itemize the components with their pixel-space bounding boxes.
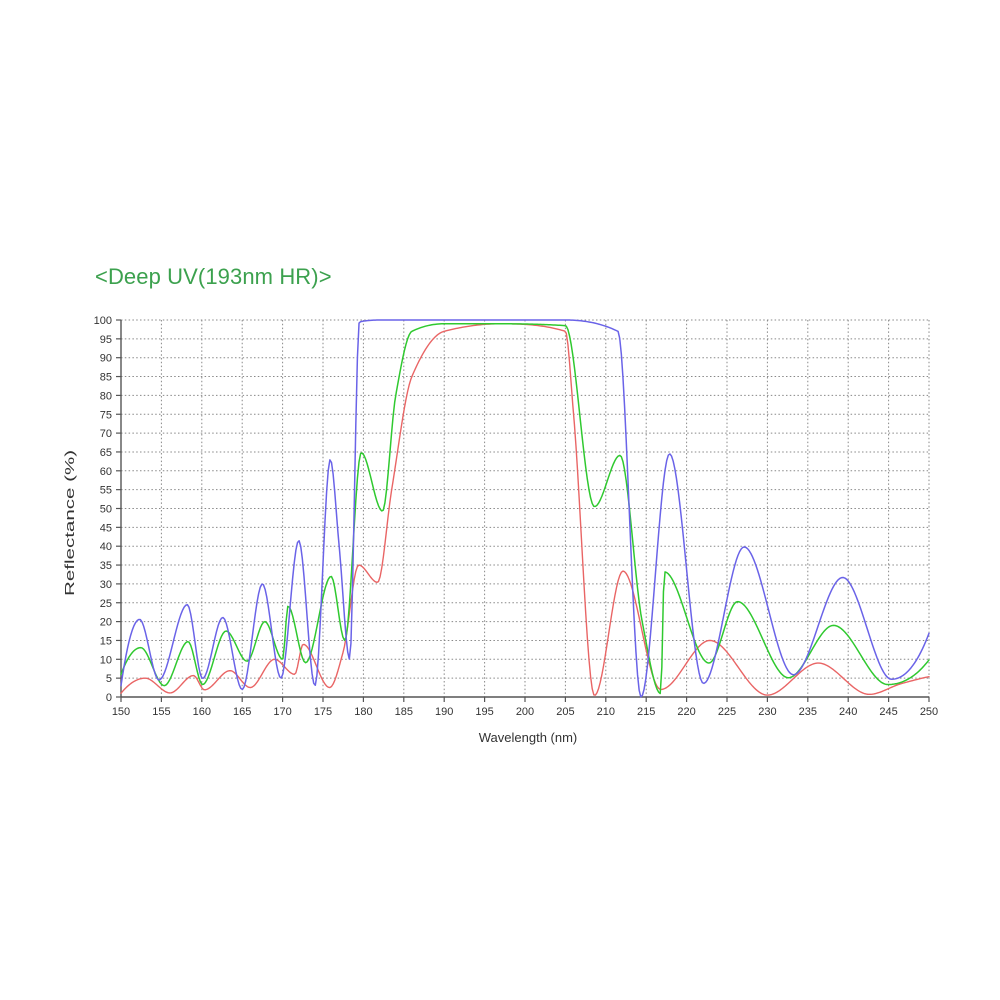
svg-text:60: 60 [100, 466, 112, 478]
svg-text:190: 190 [435, 706, 453, 718]
svg-text:0: 0 [106, 692, 112, 704]
svg-text:230: 230 [758, 706, 776, 718]
svg-text:90: 90 [100, 353, 112, 365]
svg-text:55: 55 [100, 485, 112, 497]
svg-text:240: 240 [839, 706, 857, 718]
svg-text:205: 205 [556, 706, 574, 718]
svg-text:180: 180 [354, 706, 372, 718]
svg-text:175: 175 [314, 706, 332, 718]
svg-text:100: 100 [94, 315, 112, 327]
svg-text:5: 5 [106, 673, 112, 685]
svg-text:220: 220 [677, 706, 695, 718]
svg-text:45: 45 [100, 522, 112, 534]
svg-text:185: 185 [395, 706, 413, 718]
svg-text:70: 70 [100, 428, 112, 440]
svg-text:85: 85 [100, 372, 112, 384]
svg-text:215: 215 [637, 706, 655, 718]
svg-text:15: 15 [100, 635, 112, 647]
svg-text:30: 30 [100, 579, 112, 591]
svg-text:165: 165 [233, 706, 251, 718]
svg-text:225: 225 [718, 706, 736, 718]
svg-text:25: 25 [100, 598, 112, 610]
svg-text:210: 210 [597, 706, 615, 718]
svg-text:50: 50 [100, 504, 112, 516]
svg-text:250: 250 [920, 706, 938, 718]
svg-text:75: 75 [100, 409, 112, 421]
svg-text:170: 170 [273, 706, 291, 718]
svg-text:35: 35 [100, 560, 112, 572]
svg-text:20: 20 [100, 617, 112, 629]
svg-text:65: 65 [100, 447, 112, 459]
svg-text:40: 40 [100, 541, 112, 553]
svg-text:195: 195 [475, 706, 493, 718]
svg-text:150: 150 [112, 706, 130, 718]
svg-text:80: 80 [100, 390, 112, 402]
svg-text:95: 95 [100, 334, 112, 346]
svg-text:245: 245 [879, 706, 897, 718]
svg-text:10: 10 [100, 654, 112, 666]
svg-text:160: 160 [193, 706, 211, 718]
svg-text:235: 235 [799, 706, 817, 718]
svg-text:200: 200 [516, 706, 534, 718]
svg-text:155: 155 [152, 706, 170, 718]
